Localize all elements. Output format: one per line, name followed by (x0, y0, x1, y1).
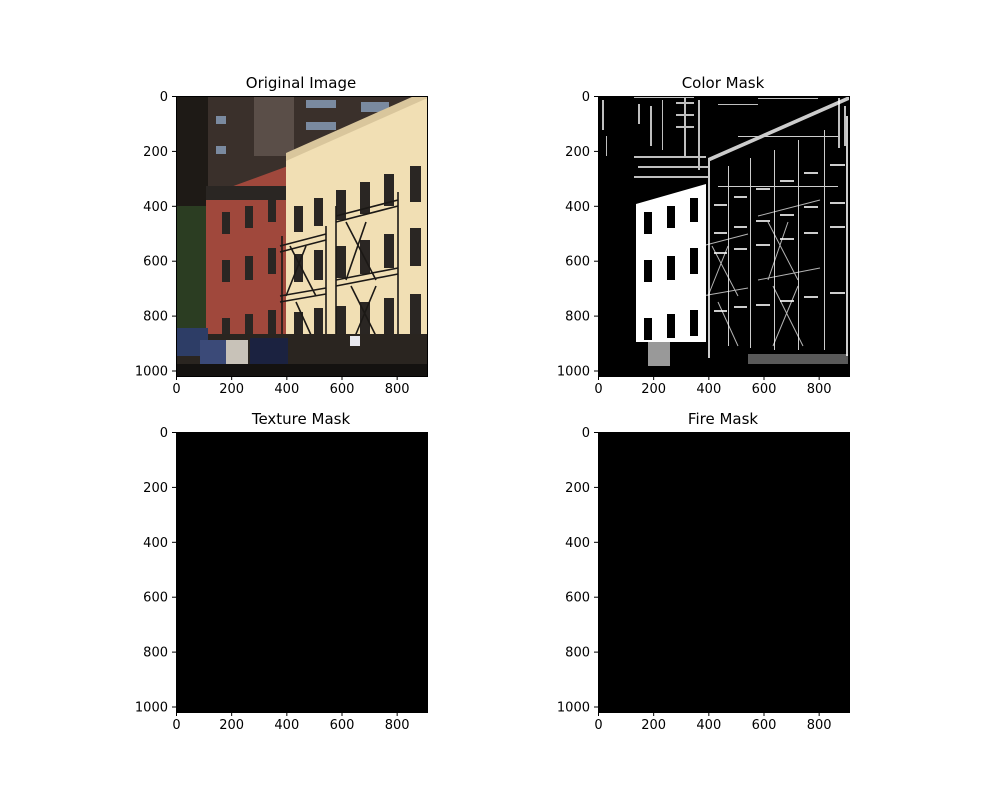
y-tick-label: 600 (143, 255, 168, 270)
x-tick-label: 0 (594, 382, 602, 397)
y-tick-label: 400 (143, 200, 168, 215)
y-tick-label: 200 (565, 481, 590, 496)
y-tick-label: 0 (582, 426, 590, 441)
axes-frame-color-mask (598, 96, 850, 377)
y-tick-label: 200 (143, 145, 168, 160)
y-tick-label: 600 (565, 591, 590, 606)
x-axis-texture-mask: 0 200 400 600 800 (172, 712, 410, 733)
axes-frame-fire-mask (598, 432, 850, 713)
subplot-title-color-mask: Color Mask (682, 74, 765, 92)
subplot-original-image: Original Image (135, 74, 428, 397)
subplot-texture-mask: Texture Mask 0 200 400 600 800 0 200 400 600 800… (135, 410, 428, 733)
y-tick-label: 1000 (135, 365, 168, 380)
x-tick-label: 200 (219, 382, 244, 397)
x-tick-label: 600 (330, 382, 355, 397)
y-tick-label: 0 (160, 90, 168, 105)
y-tick-label: 400 (565, 200, 590, 215)
x-tick-label: 400 (274, 718, 299, 733)
x-tick-label: 200 (219, 718, 244, 733)
subplot-title-original: Original Image (246, 74, 356, 92)
y-tick-label: 400 (565, 536, 590, 551)
y-tick-label: 800 (143, 310, 168, 325)
y-axis-color-mask: 0 200 400 600 800 1000 (557, 90, 598, 380)
x-tick-label: 600 (752, 382, 777, 397)
subplot-color-mask: Color Mask (557, 74, 850, 397)
y-tick-label: 200 (143, 481, 168, 496)
y-tick-label: 1000 (135, 701, 168, 716)
x-tick-label: 600 (330, 718, 355, 733)
x-tick-label: 800 (385, 718, 410, 733)
y-tick-label: 0 (582, 90, 590, 105)
x-tick-label: 400 (696, 718, 721, 733)
y-tick-label: 800 (565, 310, 590, 325)
y-tick-label: 400 (143, 536, 168, 551)
y-tick-label: 600 (565, 255, 590, 270)
y-tick-label: 800 (565, 646, 590, 661)
x-tick-label: 0 (172, 382, 180, 397)
x-tick-label: 0 (172, 718, 180, 733)
subplot-title-texture-mask: Texture Mask (251, 410, 351, 428)
x-axis-original: 0 200 400 600 800 (172, 376, 410, 397)
x-axis-fire-mask: 0 200 400 600 800 (594, 712, 832, 733)
x-tick-label: 800 (385, 382, 410, 397)
axes-frame-original (176, 96, 428, 377)
texture-mask-image (176, 432, 427, 712)
color-mask-image (598, 96, 849, 376)
x-tick-label: 0 (594, 718, 602, 733)
y-tick-label: 800 (143, 646, 168, 661)
x-tick-label: 600 (752, 718, 777, 733)
y-tick-label: 600 (143, 591, 168, 606)
subplot-title-fire-mask: Fire Mask (688, 410, 758, 428)
x-tick-label: 200 (641, 718, 666, 733)
fire-mask-image (598, 432, 849, 712)
y-tick-label: 0 (160, 426, 168, 441)
x-axis-color-mask: 0 200 400 600 800 (594, 376, 832, 397)
x-tick-label: 400 (696, 382, 721, 397)
y-tick-label: 200 (565, 145, 590, 160)
x-tick-label: 200 (641, 382, 666, 397)
x-tick-label: 400 (274, 382, 299, 397)
y-tick-label: 1000 (557, 365, 590, 380)
y-axis-original: 0 200 400 600 800 1000 (135, 90, 176, 380)
y-axis-fire-mask: 0 200 400 600 800 1000 (557, 426, 598, 716)
y-axis-texture-mask: 0 200 400 600 800 1000 (135, 426, 176, 716)
y-tick-label: 1000 (557, 701, 590, 716)
x-tick-label: 800 (807, 718, 832, 733)
subplot-fire-mask: Fire Mask 0 200 400 600 800 0 200 400 600 800 100… (557, 410, 850, 733)
axes-frame-texture-mask (176, 432, 428, 713)
original-image (176, 96, 427, 376)
x-tick-label: 800 (807, 382, 832, 397)
